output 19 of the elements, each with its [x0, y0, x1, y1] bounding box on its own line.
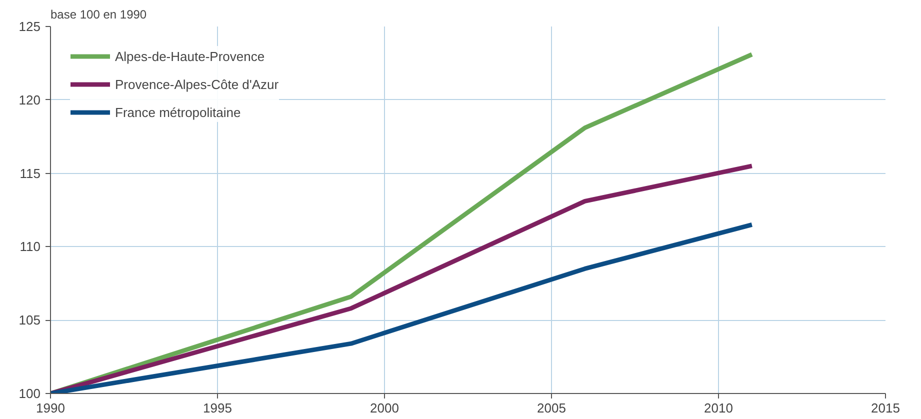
y-tick-label: 120 — [18, 92, 41, 108]
x-tick-label: 1995 — [203, 400, 232, 416]
y-tick-label: 100 — [18, 386, 41, 401]
legend-label: Provence-Alpes-Côte d'Azur — [115, 76, 279, 92]
legend-label: Alpes-de-Haute-Provence — [115, 48, 265, 64]
x-tick-label: 2010 — [704, 400, 733, 416]
line-series — [50, 164, 754, 394]
line-series — [50, 222, 754, 394]
x-tick-label: 2015 — [871, 400, 900, 416]
y-tick-label: 115 — [20, 166, 41, 181]
y-axis-title: base 100 en 1990 — [50, 8, 147, 22]
y-tick-label: 105 — [18, 312, 41, 328]
y-tick-label: 110 — [20, 239, 41, 254]
x-tick-label: 2000 — [370, 400, 399, 416]
x-tick-label: 1990 — [36, 400, 65, 416]
y-tick-label: 125 — [18, 19, 41, 34]
legend-label: France métropolitaine — [115, 104, 241, 120]
x-tick-label: 2005 — [537, 400, 566, 416]
line-series — [50, 52, 754, 394]
